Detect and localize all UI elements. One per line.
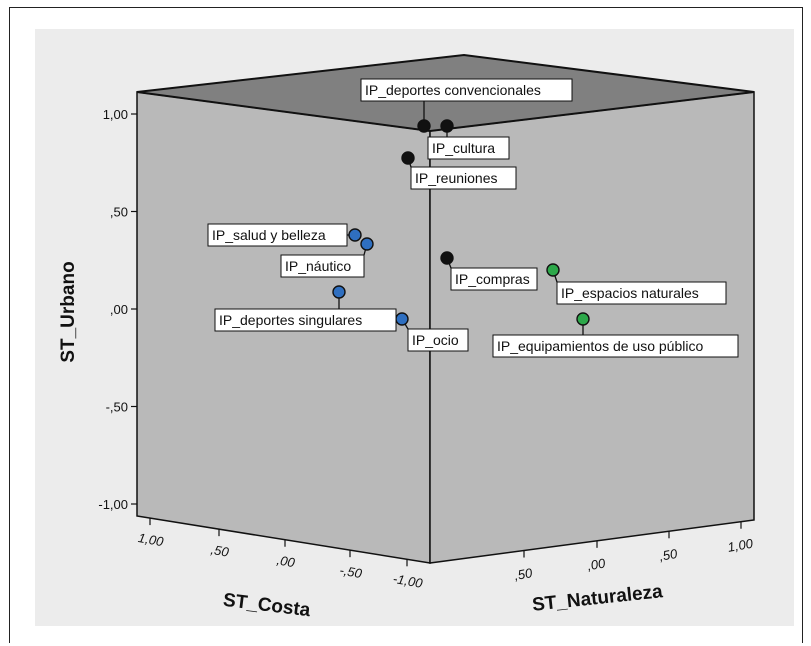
point-label-box — [410, 166, 517, 190]
data-point — [440, 251, 454, 265]
data-point — [546, 263, 560, 277]
data-point — [360, 237, 374, 251]
point-label-text: IP_equipamientos de uso público — [497, 338, 703, 354]
point-label-text: IP_cultura — [432, 140, 495, 156]
point-label: IP_salud y belleza — [207, 223, 348, 247]
point-label: IP_cultura — [427, 136, 510, 160]
vertical-tick-label: -1,00 — [98, 497, 128, 512]
data-point — [417, 119, 431, 133]
left-depth-tick-label: -,50 — [338, 562, 363, 581]
point-labels: IP_deportes convencionales IP_cultura IP_r… — [207, 78, 739, 358]
point-label-box — [280, 254, 365, 278]
point-label-text: IP_reuniones — [415, 170, 498, 186]
data-point — [348, 228, 362, 242]
right-depth-axis-title: ST_Naturaleza — [531, 581, 664, 616]
point-label-text: IP_ocio — [412, 332, 459, 348]
point-label: IP_equipamientos de uso público — [492, 334, 739, 358]
left-depth-axis-title: ST_Costa — [222, 590, 312, 622]
vertical-axis: 1,00 ,50 ,00 -,50 -1,00 — [98, 107, 137, 512]
data-point — [576, 312, 590, 326]
vertical-axis-title: ST_Urbano — [58, 261, 79, 362]
right-depth-tick-label: ,50 — [513, 565, 534, 583]
point-label: IP_ocio — [407, 328, 469, 352]
left-depth-tick-label: ,00 — [276, 552, 297, 570]
right-depth-tick-label: 1,00 — [726, 536, 754, 555]
point-label: IP_deportes convencionales — [360, 78, 573, 102]
left-depth-tick-label: ,50 — [210, 542, 231, 560]
right-depth-tick-label: ,50 — [658, 546, 679, 564]
point-label: IP_náutico — [280, 254, 365, 278]
point-label-text: IP_espacios naturales — [561, 285, 699, 301]
right-depth-tick-label: ,00 — [586, 555, 607, 573]
point-label-box — [407, 328, 469, 352]
point-label-text: IP_deportes convencionales — [365, 82, 541, 98]
vertical-tick-label: 1,00 — [103, 107, 128, 122]
vertical-tick-label: ,50 — [110, 205, 128, 220]
right-depth-axis: ,50 ,00 ,50 1,00 — [513, 521, 755, 583]
point-label-box — [492, 334, 739, 358]
point-label-text: IP_compras — [455, 271, 530, 287]
data-point — [395, 312, 409, 326]
point-label-text: IP_salud y belleza — [212, 227, 326, 243]
point-label-box — [427, 136, 510, 160]
left-depth-tick-label: -1,00 — [392, 571, 425, 591]
data-points — [332, 119, 590, 326]
point-label-box — [207, 223, 348, 247]
point-label: IP_compras — [450, 267, 538, 291]
point-label: IP_deportes singulares — [214, 308, 397, 332]
point-label-box — [360, 78, 573, 102]
point-label: IP_reuniones — [410, 166, 517, 190]
point-label-box — [556, 281, 727, 305]
vertical-tick-label: -,50 — [106, 400, 128, 415]
data-point — [440, 119, 454, 133]
left-depth-axis: 1,00 ,50 ,00 -,50 -1,00 — [137, 518, 424, 591]
data-point — [332, 285, 346, 299]
point-label-box — [450, 267, 538, 291]
point-label-text: IP_náutico — [285, 258, 351, 274]
point-label-text: IP_deportes singulares — [219, 312, 362, 328]
vertical-tick-label: ,00 — [110, 302, 128, 317]
left-depth-tick-label: 1,00 — [137, 530, 165, 549]
point-label-box — [214, 308, 397, 332]
data-point — [401, 151, 415, 165]
right-wall — [429, 91, 755, 564]
point-label: IP_espacios naturales — [556, 281, 727, 305]
